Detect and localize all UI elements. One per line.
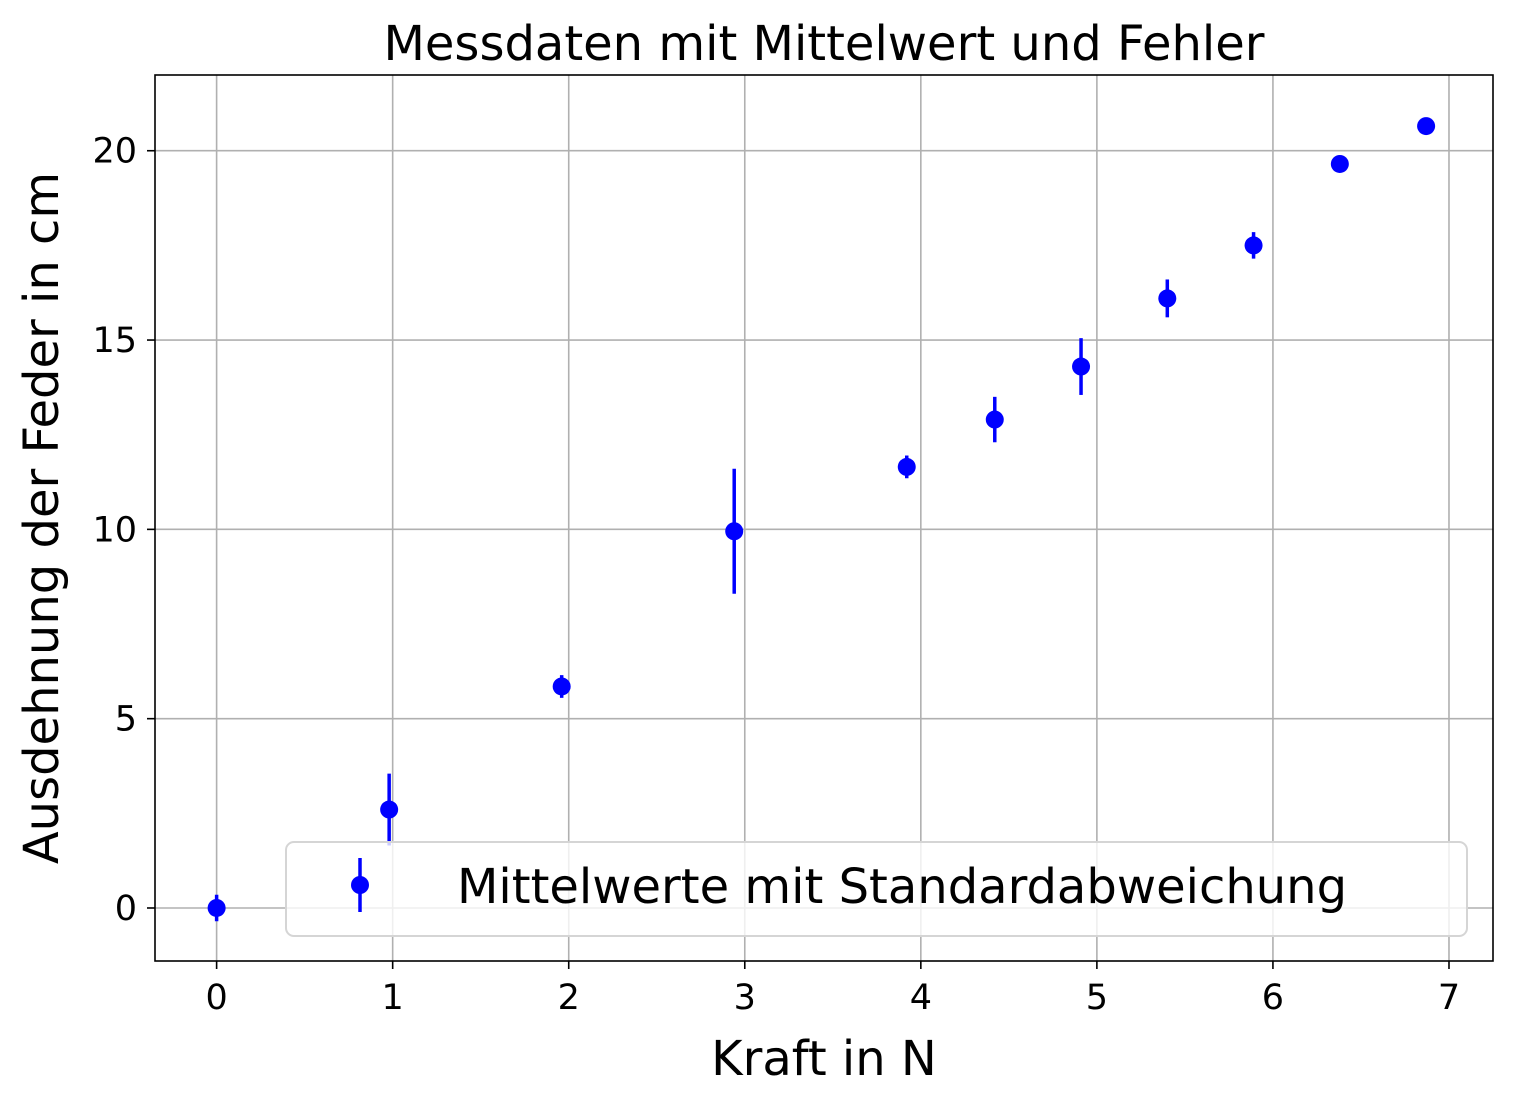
x-tick-label: 6 <box>1262 978 1284 1018</box>
data-point <box>552 677 571 696</box>
x-tick-label: 5 <box>1086 978 1108 1018</box>
data-point <box>1330 154 1349 173</box>
chart-title: Messdaten mit Mittelwert und Fehler <box>383 16 1264 72</box>
y-tick-label: 0 <box>115 889 137 929</box>
legend-entry-label: Mittelwerte mit Standardabweichung <box>457 859 1347 915</box>
y-tick-label: 10 <box>92 510 137 550</box>
data-point <box>985 410 1004 429</box>
data-point <box>1158 289 1177 308</box>
x-axis-ticks: 0 1 2 3 4 5 6 7 <box>205 961 1460 1018</box>
data-point <box>1072 357 1091 376</box>
legend: Mittelwerte mit Standardabweichung <box>285 841 1468 937</box>
y-axis-ticks: 0 5 10 15 20 <box>92 132 155 929</box>
data-point <box>207 898 226 917</box>
axes-frame <box>154 74 1494 962</box>
y-tick-label: 20 <box>92 132 137 172</box>
x-tick-label: 4 <box>910 978 932 1018</box>
data-points <box>207 117 1436 922</box>
data-point <box>725 522 744 541</box>
x-axis-label: Kraft in N <box>711 1031 937 1087</box>
y-tick-label: 5 <box>115 700 137 740</box>
x-tick-label: 0 <box>205 978 227 1018</box>
data-point <box>1417 117 1436 136</box>
data-point <box>380 800 399 819</box>
x-tick-label: 3 <box>734 978 756 1018</box>
legend-box <box>285 841 1468 937</box>
x-tick-label: 2 <box>558 978 580 1018</box>
y-axis-label: Ausdehnung der Feder in cm <box>14 172 70 864</box>
x-tick-label: 7 <box>1438 978 1460 1018</box>
y-tick-label: 15 <box>92 321 137 361</box>
data-point <box>897 457 916 476</box>
legend-marker <box>351 876 369 894</box>
data-point <box>1244 236 1263 255</box>
x-tick-label: 1 <box>382 978 404 1018</box>
